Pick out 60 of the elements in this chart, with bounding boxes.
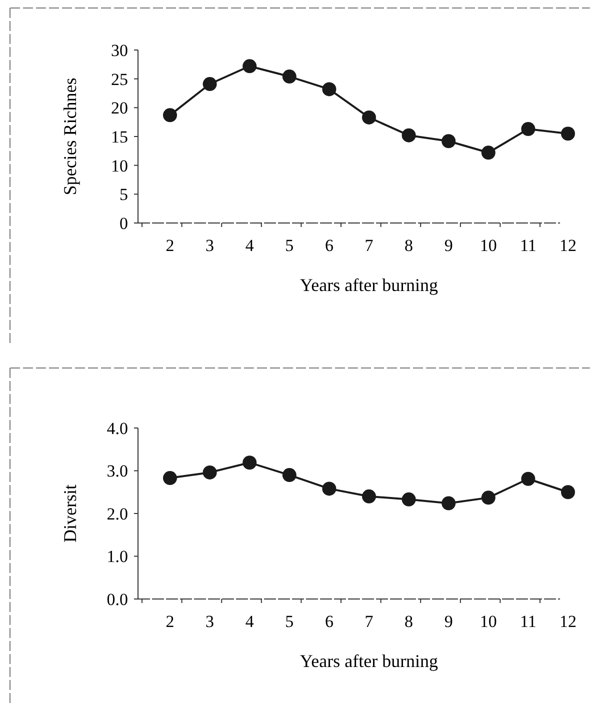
point: [202, 465, 217, 480]
x-tick-label: 6: [324, 236, 334, 255]
y-tick-label: 0: [120, 214, 128, 233]
point: [163, 471, 177, 486]
point: [202, 77, 217, 92]
y-tick-label: 5: [120, 185, 128, 204]
point: [322, 482, 336, 496]
y-tick-label: 4.0: [106, 418, 128, 438]
point: [481, 490, 496, 505]
point: [362, 489, 376, 504]
x-tick-label: 10: [480, 236, 497, 255]
x-tick-label: 9: [444, 236, 453, 255]
x-tick-label: 5: [285, 236, 294, 255]
point: [521, 472, 536, 486]
y-tick-label: 20: [111, 98, 128, 118]
x-tick-label: 7: [364, 612, 374, 631]
point: [402, 128, 416, 142]
y-tick-label: 25: [111, 70, 128, 89]
point: [521, 122, 536, 136]
y-tick-label: 0.0: [106, 590, 128, 609]
x-axis-title: Years after burning: [300, 651, 438, 671]
y-axis-title: Diversit: [60, 484, 80, 542]
y-tick-label: 15: [111, 127, 128, 146]
y-tick-label: 30: [111, 40, 128, 60]
x-tick-label: 12: [560, 612, 576, 631]
point: [282, 468, 296, 482]
x-tick-label: 8: [404, 236, 414, 255]
x-tick-label: 12: [560, 236, 576, 255]
x-tick-label: 4: [245, 236, 254, 255]
x-tick-label: 9: [444, 612, 453, 631]
point: [442, 134, 456, 148]
x-tick-label: 3: [206, 612, 214, 631]
x-axis-title: Years after burning: [300, 275, 438, 295]
point: [402, 492, 416, 506]
x-tick-label: 7: [364, 236, 374, 255]
point: [242, 59, 257, 74]
y-axis-title: Species Richnes: [60, 78, 80, 196]
point: [282, 70, 296, 84]
point: [561, 485, 575, 500]
y-tick-label: 10: [111, 156, 128, 176]
x-tick-label: 8: [404, 612, 414, 631]
point: [481, 146, 496, 160]
y-tick-label: 3.0: [106, 462, 128, 481]
point: [163, 108, 177, 122]
x-tick-label: 10: [480, 612, 497, 631]
point: [242, 456, 257, 470]
x-tick-label: 3: [206, 236, 214, 255]
y-tick-label: 1.0: [106, 547, 128, 566]
x-tick-label: 4: [245, 612, 254, 631]
x-tick-label: 2: [166, 236, 174, 255]
point: [362, 110, 376, 124]
x-tick-label: 6: [324, 612, 334, 631]
x-tick-label: 11: [520, 612, 536, 631]
y-tick-label: 2.0: [106, 504, 128, 524]
x-tick-label: 5: [285, 612, 294, 631]
point: [442, 496, 456, 510]
point: [561, 126, 575, 141]
x-tick-label: 11: [520, 236, 536, 255]
point: [322, 82, 336, 96]
x-tick-label: 2: [166, 612, 174, 631]
